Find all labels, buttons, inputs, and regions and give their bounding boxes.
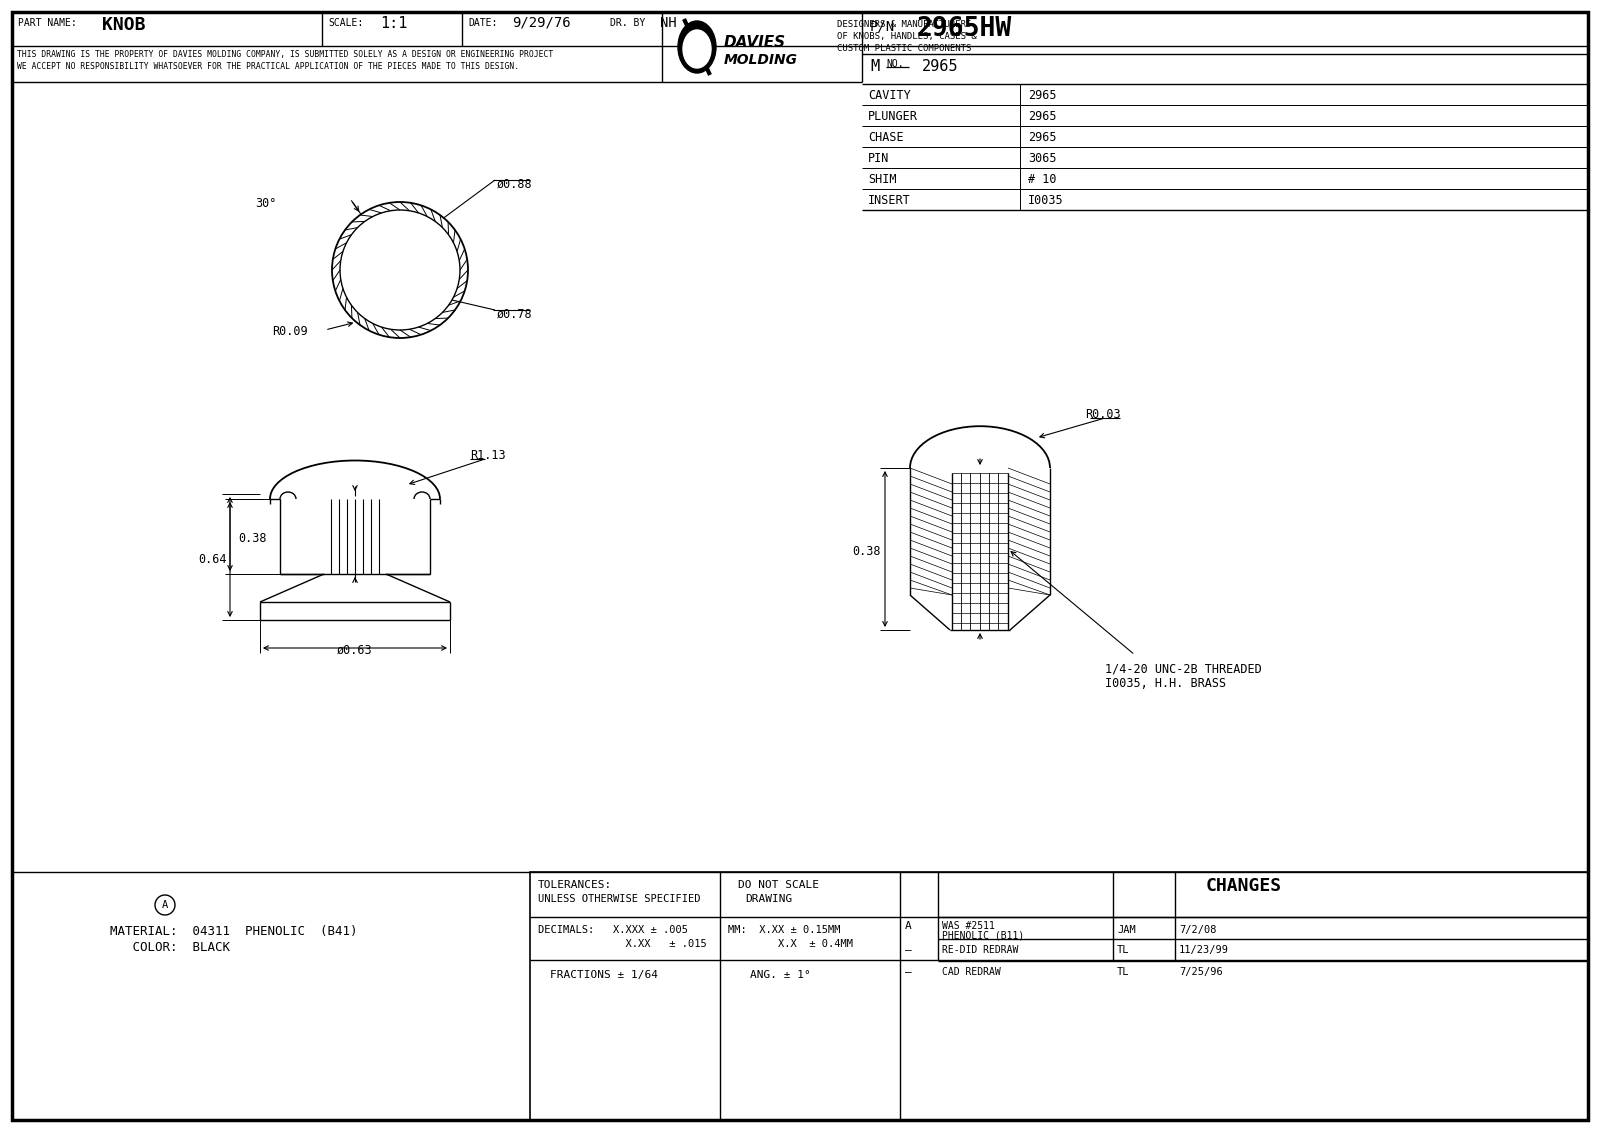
- Text: MATERIAL:  04311  PHENOLIC  (B41): MATERIAL: 04311 PHENOLIC (B41): [110, 925, 357, 938]
- Text: A: A: [162, 900, 168, 910]
- Text: 30°: 30°: [254, 197, 277, 211]
- Text: TL: TL: [1117, 945, 1130, 955]
- Text: R0.03: R0.03: [1085, 408, 1120, 421]
- Text: 1:1: 1:1: [381, 16, 408, 31]
- Text: # 10: # 10: [1027, 173, 1056, 186]
- Text: ø0.78: ø0.78: [498, 308, 533, 321]
- Bar: [530, 872, 1587, 1120]
- Text: OF KNOBS, HANDLES, CASES &: OF KNOBS, HANDLES, CASES &: [837, 32, 976, 41]
- Text: JAM: JAM: [1117, 925, 1136, 935]
- Text: P/N: P/N: [870, 20, 894, 34]
- Text: 0.38: 0.38: [851, 544, 880, 558]
- Text: PLUNGER: PLUNGER: [867, 110, 918, 123]
- Text: TL: TL: [1117, 967, 1130, 977]
- Text: KNOB: KNOB: [102, 16, 146, 34]
- Text: MM:  X.XX ± 0.15MM: MM: X.XX ± 0.15MM: [728, 925, 840, 935]
- Text: CHANGES: CHANGES: [1206, 877, 1282, 895]
- Text: 0.64: 0.64: [198, 554, 227, 566]
- Ellipse shape: [683, 31, 710, 68]
- Text: ANG. ± 1°: ANG. ± 1°: [750, 970, 811, 980]
- Text: PART NAME:: PART NAME:: [18, 18, 77, 28]
- Text: SCALE:: SCALE:: [328, 18, 363, 28]
- Text: NO.: NO.: [886, 59, 904, 69]
- Text: PIN: PIN: [867, 152, 890, 165]
- Text: X.XX   ± .015: X.XX ± .015: [538, 940, 707, 949]
- Text: 3065: 3065: [1027, 152, 1056, 165]
- Text: 7/2/08: 7/2/08: [1179, 925, 1216, 935]
- Text: 0.38: 0.38: [238, 532, 267, 544]
- Text: MOLDING: MOLDING: [723, 53, 798, 67]
- Text: 1/4-20 UNC-2B THREADED: 1/4-20 UNC-2B THREADED: [1106, 663, 1262, 676]
- Text: DAVIES: DAVIES: [723, 35, 786, 50]
- Text: DO NOT SCALE: DO NOT SCALE: [738, 880, 819, 890]
- Text: CHASE: CHASE: [867, 131, 904, 144]
- Text: M: M: [870, 59, 878, 74]
- Text: FRACTIONS ± 1/64: FRACTIONS ± 1/64: [550, 970, 658, 980]
- Text: 2965HW: 2965HW: [917, 16, 1013, 42]
- Text: 2965: 2965: [1027, 89, 1056, 102]
- Text: COLOR:  BLACK: COLOR: BLACK: [110, 941, 230, 954]
- Text: 7/25/96: 7/25/96: [1179, 967, 1222, 977]
- Text: 2965: 2965: [1027, 110, 1056, 123]
- Text: I0035: I0035: [1027, 194, 1064, 207]
- Text: NH: NH: [661, 16, 677, 31]
- Text: DECIMALS:   X.XXX ± .005: DECIMALS: X.XXX ± .005: [538, 925, 688, 935]
- Text: X.X  ± 0.4MM: X.X ± 0.4MM: [728, 940, 853, 949]
- Text: R1.13: R1.13: [470, 449, 506, 462]
- Text: 2965: 2965: [1027, 131, 1056, 144]
- Text: ø0.63: ø0.63: [338, 644, 373, 657]
- Text: ø0.88: ø0.88: [498, 178, 533, 191]
- Text: WAS #2511: WAS #2511: [942, 921, 995, 931]
- Text: THIS DRAWING IS THE PROPERTY OF DAVIES MOLDING COMPANY, IS SUBMITTED SOLELY AS A: THIS DRAWING IS THE PROPERTY OF DAVIES M…: [18, 50, 554, 59]
- Text: –: –: [906, 945, 912, 955]
- Text: DATE:: DATE:: [467, 18, 498, 28]
- Text: CAD REDRAW: CAD REDRAW: [942, 967, 1000, 977]
- Text: WE ACCEPT NO RESPONSIBILITY WHATSOEVER FOR THE PRACTICAL APPLICATION OF THE PIEC: WE ACCEPT NO RESPONSIBILITY WHATSOEVER F…: [18, 62, 518, 71]
- Text: DR. BY: DR. BY: [610, 18, 645, 28]
- Text: SHIM: SHIM: [867, 173, 896, 186]
- Text: RE-DID REDRAW: RE-DID REDRAW: [942, 945, 1018, 955]
- Text: R0.09: R0.09: [272, 325, 307, 338]
- Text: I0035, H.H. BRASS: I0035, H.H. BRASS: [1106, 677, 1226, 691]
- Text: CAVITY: CAVITY: [867, 89, 910, 102]
- Text: 2965: 2965: [922, 59, 958, 74]
- Text: UNLESS OTHERWISE SPECIFIED: UNLESS OTHERWISE SPECIFIED: [538, 894, 701, 904]
- Ellipse shape: [678, 22, 717, 72]
- Text: CUSTOM PLASTIC COMPONENTS: CUSTOM PLASTIC COMPONENTS: [837, 44, 971, 53]
- Text: A: A: [906, 921, 912, 931]
- Text: DESIGNERS & MANUFACTURERS: DESIGNERS & MANUFACTURERS: [837, 20, 971, 29]
- Text: TOLERANCES:: TOLERANCES:: [538, 880, 613, 890]
- Text: DRAWING: DRAWING: [746, 894, 792, 904]
- Text: PHENOLIC (B11): PHENOLIC (B11): [942, 931, 1024, 941]
- Text: INSERT: INSERT: [867, 194, 910, 207]
- Text: 9/29/76: 9/29/76: [512, 16, 571, 31]
- Text: –: –: [906, 967, 912, 977]
- Text: 11/23/99: 11/23/99: [1179, 945, 1229, 955]
